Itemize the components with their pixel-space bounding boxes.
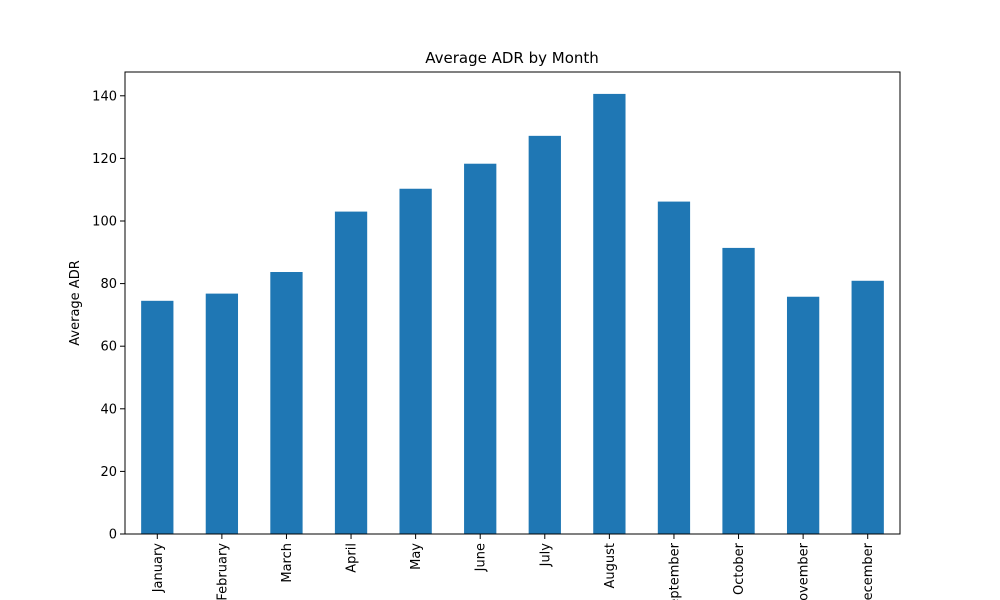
bar-may <box>399 188 432 534</box>
x-tick-label: November <box>797 542 812 600</box>
bar-december <box>851 280 884 534</box>
x-tick-label: December <box>861 542 876 600</box>
bar-january <box>141 300 174 534</box>
x-tick-label: June <box>474 543 489 572</box>
bar-june <box>464 163 497 534</box>
x-tick-label: October <box>732 542 747 595</box>
y-tick-label: 60 <box>100 340 117 355</box>
x-tick-label: January <box>151 543 166 594</box>
x-tick-label: September <box>667 542 682 600</box>
y-tick-label: 0 <box>109 528 117 543</box>
y-tick-label: 20 <box>100 465 117 480</box>
bar-february <box>205 293 239 534</box>
y-tick-label: 120 <box>92 152 117 167</box>
chart-title: Average ADR by Month <box>425 49 599 67</box>
y-ticks-group: 0 20 40 60 80 100 120 140 <box>92 89 125 543</box>
x-tick-label: May <box>409 543 424 570</box>
bar-august <box>593 93 626 534</box>
x-tick-label: April <box>345 543 360 573</box>
bar-september <box>657 201 691 534</box>
plot-frame <box>124 71 901 535</box>
x-ticks-group: January February March April May June July Augu… <box>151 534 876 600</box>
x-tick-label: February <box>215 543 230 600</box>
bar-october <box>722 247 755 534</box>
y-axis-label: Average ADR <box>68 260 83 345</box>
bar-march <box>270 272 303 534</box>
bar-april <box>334 211 368 534</box>
y-tick-label: 80 <box>100 277 117 292</box>
bar-july <box>528 135 561 534</box>
bar-november <box>786 296 820 534</box>
y-tick-label: 100 <box>92 214 117 229</box>
x-tick-label: March <box>280 543 295 583</box>
x-tick-label: July <box>538 543 553 568</box>
bars-group <box>141 93 884 534</box>
x-tick-label: August <box>603 543 618 589</box>
y-tick-label: 140 <box>92 89 117 104</box>
y-tick-label: 40 <box>100 402 117 417</box>
